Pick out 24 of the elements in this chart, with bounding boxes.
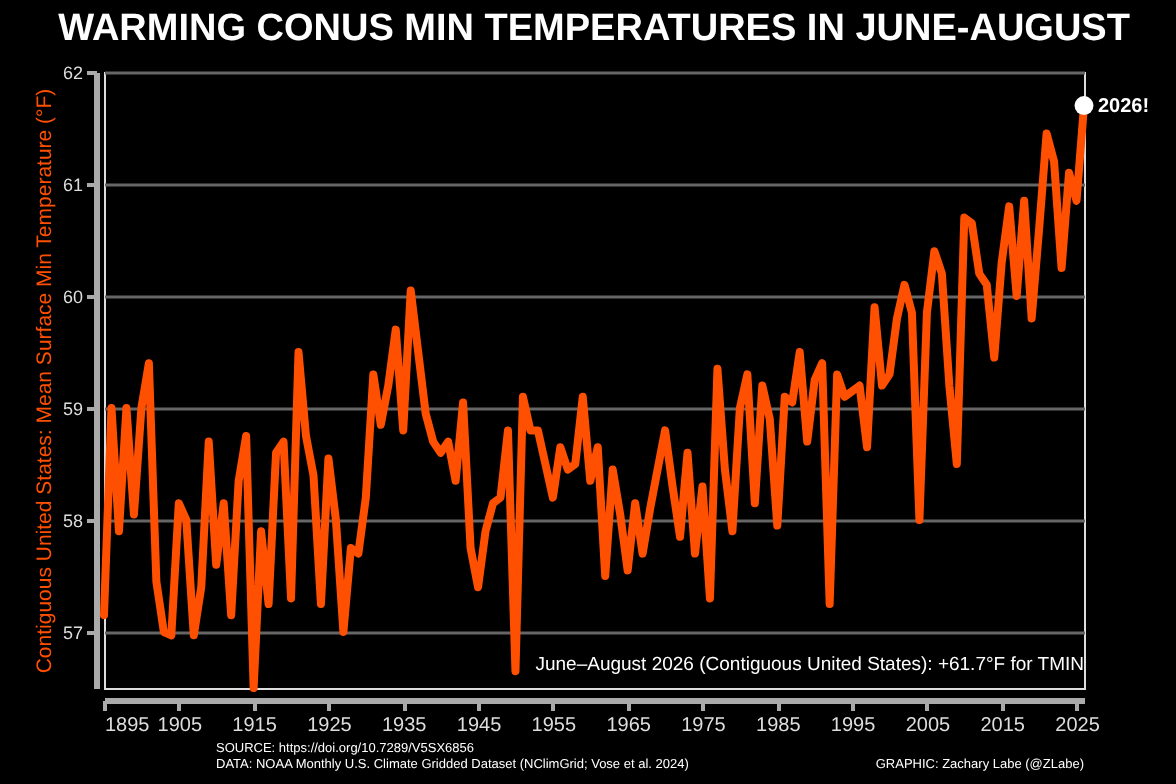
annotation: June–August 2026 (Contiguous United States): +61.7°F for TMIN [535,654,1085,676]
x-tick-label: 1965 [606,715,652,737]
y-tick-label: 58 [62,511,83,531]
x-tick-label: 1995 [830,715,877,737]
x-tick-label: 2025 [1055,715,1101,737]
y-axis-title: Contiguous United States: Mean Surface Min Temperature (°F) [32,88,57,674]
x-tick-label: 1905 [157,715,203,737]
y-tick-label: 59 [62,399,83,419]
x-tick-label: 1915 [232,715,278,737]
x-tick-label: 1975 [681,715,727,737]
x-tick-label: 2005 [905,715,952,737]
y-tick-label: 60 [62,287,83,307]
x-tick-label: 1895 [105,715,151,737]
x-tick-label: 1955 [531,715,577,737]
annotation: 2026! [1098,95,1150,118]
x-tick-label: 1935 [381,715,428,737]
y-tick-label: 61 [62,175,83,195]
x-tick-label: 1945 [456,715,503,737]
x-tick-label: 2015 [980,715,1026,737]
chart-title: WARMING CONUS MIN TEMPERATURES IN JUNE-AUGUST [58,8,1131,50]
y-tick-label: 57 [62,623,83,643]
x-tick-label: 1925 [307,715,353,737]
y-tick-label: 62 [62,63,83,83]
x-tick-label: 1985 [756,715,802,737]
